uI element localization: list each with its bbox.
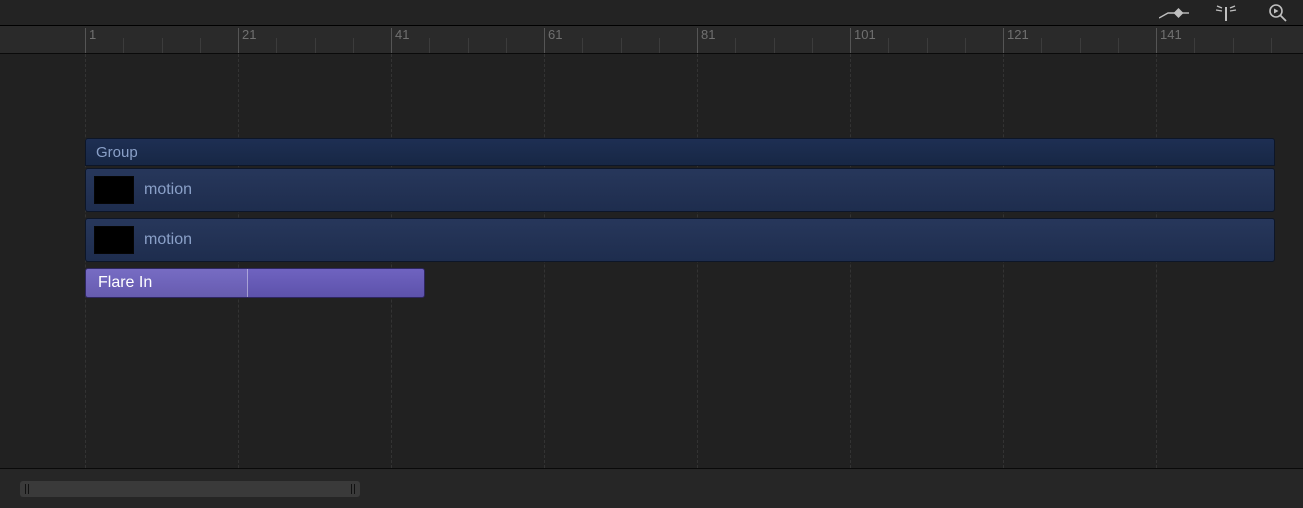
clip-thumbnail bbox=[94, 226, 134, 254]
clip-label: motion bbox=[144, 231, 192, 249]
snapping-icon[interactable] bbox=[1211, 3, 1241, 23]
ruler-minor-tick bbox=[506, 38, 507, 53]
ruler-major-tick: 101 bbox=[850, 28, 876, 53]
ruler-minor-tick bbox=[353, 38, 354, 53]
timeline-bottom-bar bbox=[0, 468, 1303, 508]
ruler-minor-tick bbox=[888, 38, 889, 53]
clip-track[interactable]: motion bbox=[85, 168, 1275, 212]
ruler-major-tick: 61 bbox=[544, 28, 562, 53]
ruler-minor-tick bbox=[1080, 38, 1081, 53]
group-label: Group bbox=[96, 144, 138, 161]
clip-label: motion bbox=[144, 181, 192, 199]
behavior-track[interactable]: Flare In bbox=[85, 268, 425, 298]
clip-thumbnail bbox=[94, 176, 134, 204]
ruler-minor-tick bbox=[659, 38, 660, 53]
scrollbar-grip-left[interactable] bbox=[24, 484, 30, 494]
ruler-major-tick: 121 bbox=[1003, 28, 1029, 53]
timeline-tracks-area: Group motion motion Flare In bbox=[0, 54, 1303, 468]
ruler-minor-tick bbox=[774, 38, 775, 53]
ruler-minor-tick bbox=[200, 38, 201, 53]
ruler-minor-tick bbox=[812, 38, 813, 53]
ruler-minor-tick bbox=[965, 38, 966, 53]
ruler-minor-tick bbox=[582, 38, 583, 53]
ruler-minor-tick bbox=[1041, 38, 1042, 53]
ruler-minor-tick bbox=[162, 38, 163, 53]
ruler-major-tick: 141 bbox=[1156, 28, 1182, 53]
ruler-minor-tick bbox=[123, 38, 124, 53]
ruler-minor-tick bbox=[1118, 38, 1119, 53]
ruler-minor-tick bbox=[429, 38, 430, 53]
ruler-minor-tick bbox=[315, 38, 316, 53]
group-track[interactable]: Group bbox=[85, 138, 1275, 166]
ruler-major-tick: 81 bbox=[697, 28, 715, 53]
ruler-minor-tick bbox=[276, 38, 277, 53]
zoom-play-icon[interactable] bbox=[1263, 3, 1293, 23]
ruler-minor-tick bbox=[1194, 38, 1195, 53]
ruler-minor-tick bbox=[468, 38, 469, 53]
clip-track[interactable]: motion bbox=[85, 218, 1275, 262]
ruler-minor-tick bbox=[735, 38, 736, 53]
behavior-label: Flare In bbox=[86, 269, 248, 297]
scrollbar-grip-right[interactable] bbox=[350, 484, 356, 494]
ruler-minor-tick bbox=[1233, 38, 1234, 53]
ruler-major-tick: 41 bbox=[391, 28, 409, 53]
ruler-major-tick: 1 bbox=[85, 28, 96, 53]
keyframe-curve-icon[interactable] bbox=[1159, 3, 1189, 23]
ruler-major-tick: 21 bbox=[238, 28, 256, 53]
ruler-minor-tick bbox=[927, 38, 928, 53]
ruler-minor-tick bbox=[621, 38, 622, 53]
timeline-ruler[interactable]: 121416181101121141 bbox=[0, 26, 1303, 54]
timeline-toolbar bbox=[0, 0, 1303, 26]
ruler-minor-tick bbox=[1271, 38, 1272, 53]
horizontal-scrollbar[interactable] bbox=[20, 481, 360, 497]
